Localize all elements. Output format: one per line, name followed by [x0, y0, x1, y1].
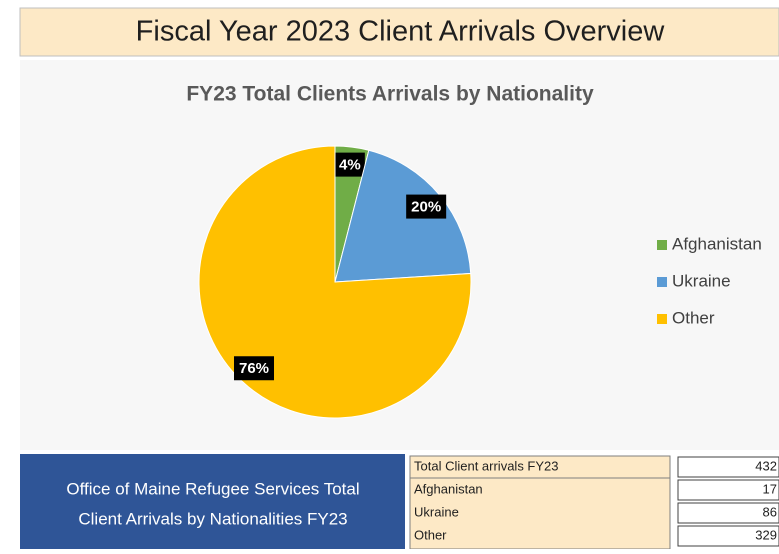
pie: 4% 20% 76%	[198, 145, 472, 419]
table-row-label: Ukraine	[414, 504, 459, 519]
table-value: 17	[763, 481, 777, 496]
table-header-cell	[409, 455, 671, 479]
page-title: Fiscal Year 2023 Client Arrivals Overvie…	[136, 16, 666, 48]
table-row-label: Total Client arrivals FY23	[414, 458, 559, 473]
table-value-cell	[677, 502, 779, 524]
table-row-label: Afghanistan	[414, 481, 483, 496]
table-value-cell	[677, 479, 779, 501]
table-value: 86	[763, 504, 777, 519]
footer-line: Office of Maine Refugee Services Total	[66, 479, 359, 498]
table-row-label: Other	[414, 527, 447, 542]
legend-label: Afghanistan	[672, 234, 762, 253]
data-label-box	[406, 194, 447, 219]
footer-line: Client Arrivals by Nationalities FY23	[78, 509, 347, 528]
legend-swatch	[657, 277, 667, 287]
data-label-box	[234, 356, 275, 381]
legend-label: Ukraine	[672, 271, 731, 290]
data-label: 20%	[411, 199, 441, 216]
legend-swatch	[657, 240, 667, 250]
footer-box	[20, 454, 405, 549]
table-value: 432	[755, 458, 777, 473]
chart-title: FY23 Total Clients Arrivals by Nationali…	[186, 83, 594, 106]
table-value-cell	[677, 456, 779, 478]
legend-swatch	[657, 314, 667, 324]
data-label: 4%	[339, 157, 361, 174]
pie-slice	[198, 145, 472, 419]
data-label: 76%	[239, 360, 269, 377]
legend-label: Other	[672, 308, 715, 327]
data-label-box	[334, 152, 365, 177]
summary-table: Total Client arrivals FY23 432 Afghanistan…	[409, 455, 779, 550]
table-value-cell	[677, 525, 779, 547]
table-value: 329	[755, 527, 777, 542]
header-band	[19, 7, 779, 57]
